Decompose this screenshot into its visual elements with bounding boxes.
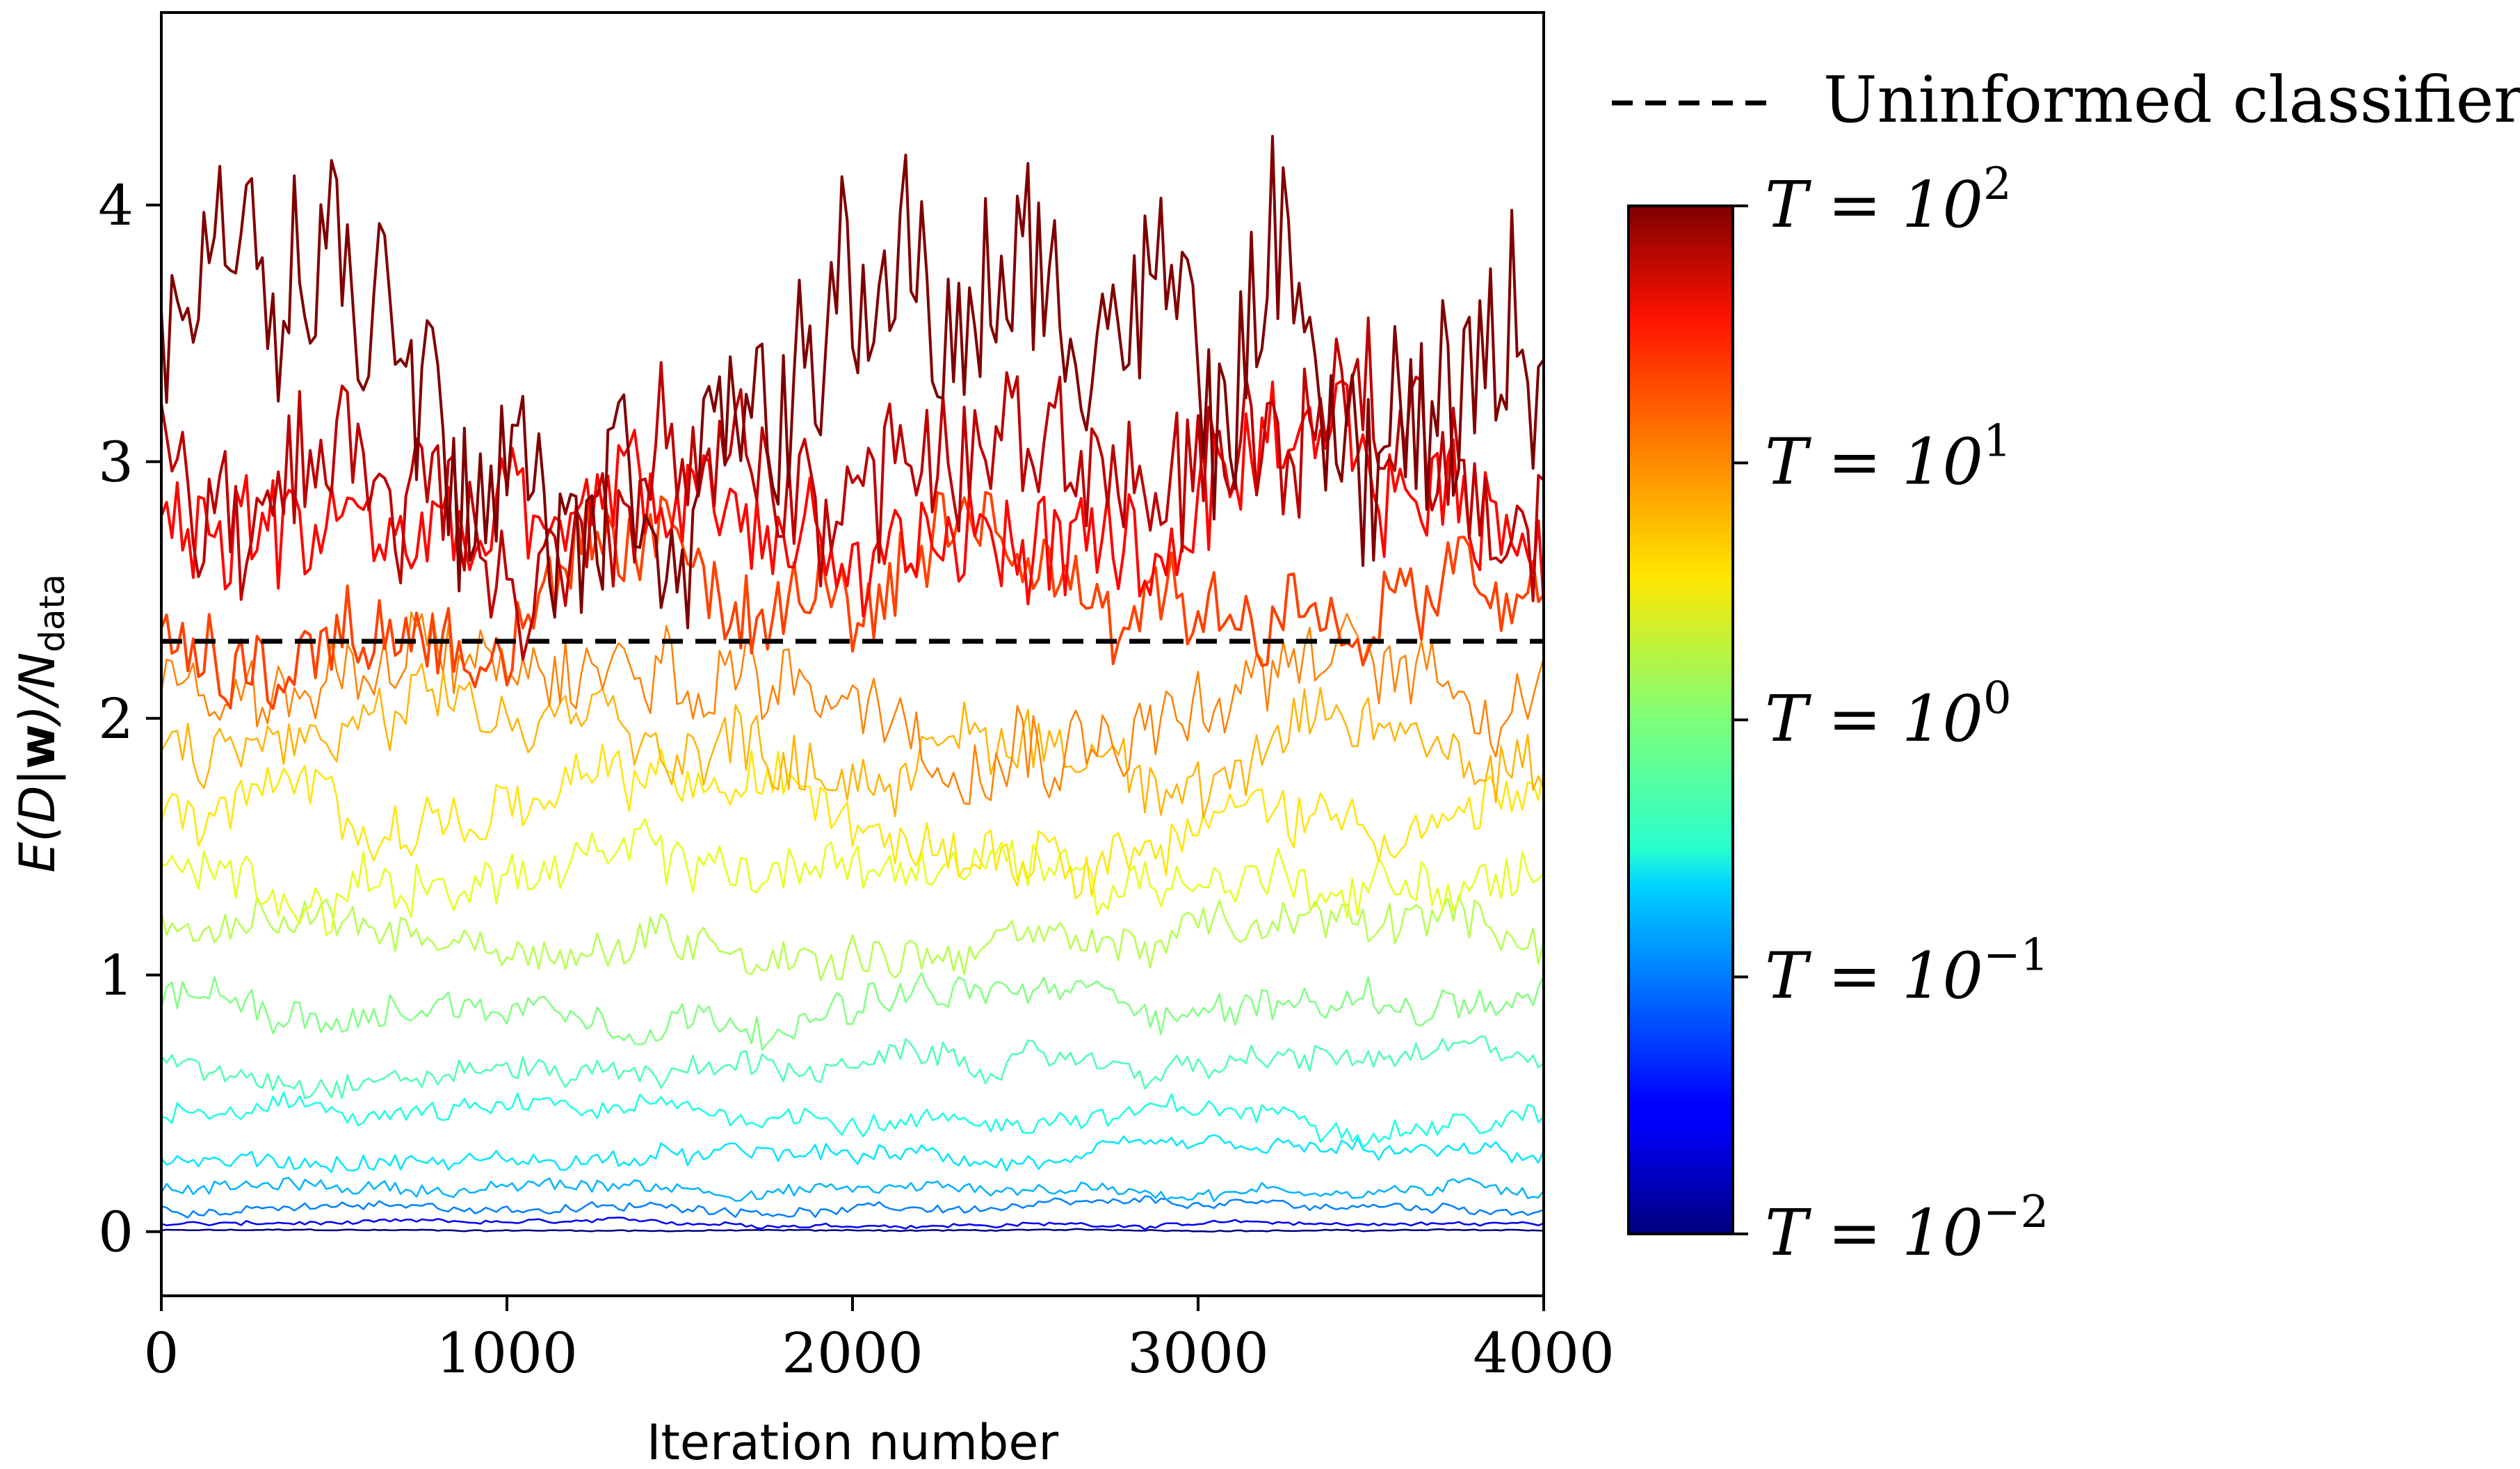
series-line: [161, 611, 1544, 805]
y-tick-label: 3: [98, 430, 134, 495]
colorbar-tick-label: T = 10−1: [1765, 930, 2049, 1013]
y-axis-label: E(D|w)/Ndata: [9, 574, 72, 873]
y-tick-label: 4: [98, 173, 134, 238]
y-label-main: E(D|: [9, 769, 66, 873]
colorbar-tick-base: T = 10: [1765, 425, 1983, 499]
y-tick-label: 0: [98, 1200, 134, 1265]
series-line: [161, 894, 1544, 981]
colorbar-tick-base: T = 10: [1765, 682, 1983, 756]
y-label-bold: w: [9, 724, 66, 769]
series-line: [161, 1091, 1544, 1148]
colorbar-tick-base: T = 10: [1765, 168, 1983, 242]
colorbar-tick-exponent: 1: [1983, 416, 2012, 467]
series-line: [161, 490, 1544, 710]
legend-label-uninformed: Uninformed classifier: [1823, 63, 2520, 137]
y-tick-label: 2: [98, 687, 134, 751]
colorbar-tick-exponent: 0: [1983, 673, 2012, 724]
series-line: [161, 663, 1544, 819]
colorbar-tick-label: T = 100: [1765, 673, 2012, 756]
colorbar-tick-label: T = 101: [1765, 416, 2012, 499]
x-tick-label: 2000: [782, 1321, 923, 1386]
series-line: [161, 1036, 1544, 1100]
colorbar-tick-label: T = 10−2: [1765, 1187, 2049, 1270]
series-line: [161, 134, 1544, 629]
colorbar-tick-exponent: 2: [1983, 159, 2012, 210]
plot-frame: [160, 11, 1545, 1297]
x-tick-label: 1000: [436, 1321, 578, 1386]
series-line: [161, 1177, 1544, 1203]
series-line: [161, 817, 1544, 936]
colorbar: [1627, 204, 1734, 1235]
temperature-series: [161, 134, 1544, 1233]
x-axis-ticks: 0 1000 2000 3000 4000: [144, 1296, 1615, 1386]
legend: Uninformed classifier: [1612, 63, 2520, 137]
series-line: [161, 1217, 1544, 1230]
series-line: [161, 1134, 1544, 1173]
series-line: [161, 1195, 1544, 1219]
x-axis-label: Iteration number: [647, 1414, 1059, 1469]
colorbar-tick-base: T = 10: [1765, 1196, 1983, 1270]
colorbar-tick-base: T = 10: [1765, 939, 1983, 1013]
y-label-sub: data: [32, 574, 72, 652]
colorbar-tick-label: T = 102: [1765, 159, 2012, 242]
y-tick-label: 1: [98, 943, 134, 1008]
x-tick-label: 3000: [1127, 1321, 1269, 1386]
colorbar-tick-exponent: −1: [1983, 930, 2049, 981]
x-tick-label: 4000: [1473, 1321, 1615, 1386]
colorbar-tick-exponent: −2: [1983, 1187, 2049, 1238]
series-line: [161, 743, 1544, 900]
y-label-close: )/N: [9, 652, 66, 728]
series-line: [161, 1228, 1544, 1233]
series-line: [161, 972, 1544, 1051]
y-axis-ticks: 0 1 2 3 4: [98, 173, 161, 1265]
series-line: [161, 316, 1544, 661]
x-tick-label: 0: [144, 1321, 179, 1386]
